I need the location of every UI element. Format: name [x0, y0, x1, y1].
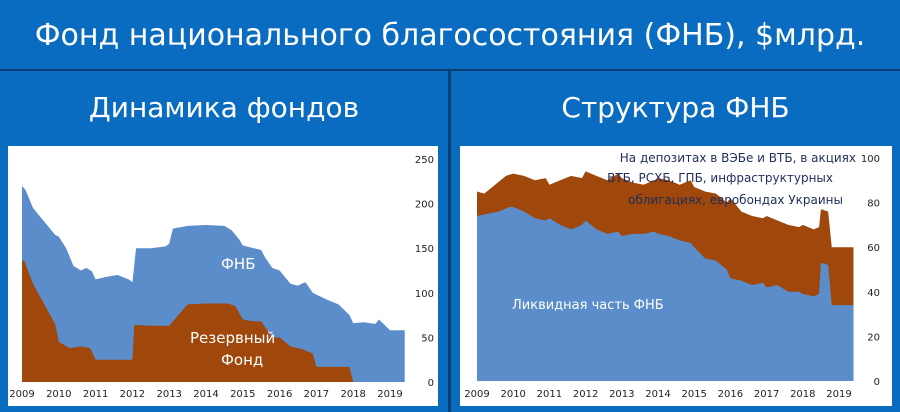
funds-dynamics-chart: 2009 2010 2011 2012 2013 2014 2015 2016 2017 2018…	[9, 155, 434, 400]
left-chart-title: Динамика фондов	[88, 91, 360, 124]
funds-dynamics-chart-panel: 2009 2010 2011 2012 2013 2014 2015 2016 2017 2018…	[8, 146, 438, 406]
left-chart-y-tick-label: 250	[415, 155, 434, 166]
right-chart-x-tick-label: 2013	[609, 389, 634, 400]
left-chart-series-area-2	[22, 259, 354, 382]
left-chart-x-tick-label: 2014	[193, 389, 218, 400]
deposits-note-line3: облигациях, евробондах Украины	[628, 193, 843, 207]
right-chart-x-tick-label: 2015	[681, 389, 706, 400]
right-chart-y-tick-label: 80	[867, 199, 880, 210]
right-chart-x-tick-label: 2019	[826, 389, 851, 400]
right-chart-y-tick-label: 100	[861, 154, 880, 165]
fnb-structure-chart: 2009 2010 2011 2012 2013 2014 2015 2016 2017 2018…	[464, 151, 880, 400]
left-chart-x-tick-label: 2019	[377, 389, 402, 400]
left-chart-x-tick-label: 2015	[230, 389, 255, 400]
right-chart-x-tick-label: 2012	[573, 389, 598, 400]
left-chart-x-tick-label: 2013	[156, 389, 181, 400]
right-chart-title: Структура ФНБ	[561, 91, 790, 124]
left-chart-y-tick-label: 100	[415, 289, 434, 300]
panel-divider	[448, 70, 451, 412]
page-title: Фонд национального благосостояния (ФНБ),…	[34, 18, 866, 53]
left-chart-x-tick-label: 2012	[120, 389, 145, 400]
left-chart-y-tick-label: 200	[415, 200, 434, 211]
deposits-note-line1: На депозитах в ВЭБе и ВТБ, в акциях	[620, 151, 856, 165]
left-chart-y-tick-label: 0	[428, 378, 434, 389]
right-chart-y-tick-label: 60	[867, 243, 880, 254]
right-chart-x-tick-label: 2018	[790, 389, 815, 400]
left-chart-y-tick-label: 150	[415, 244, 434, 255]
left-chart-y-tick-label: 50	[421, 333, 434, 344]
liquid-part-label: Ликвидная часть ФНБ	[512, 298, 664, 313]
left-chart-x-tick-label: 2011	[83, 389, 108, 400]
right-chart-x-tick-label: 2011	[537, 389, 562, 400]
deposits-note-line2: ВТБ, РСХБ, ГПБ, инфраструктурных	[607, 171, 833, 185]
fnb-structure-chart-panel: 2009 2010 2011 2012 2013 2014 2015 2016 2017 2018…	[460, 146, 892, 406]
right-chart-x-tick-label: 2017	[754, 389, 779, 400]
right-chart-y-tick-label: 40	[867, 288, 880, 299]
right-chart-y-tick-label: 0	[874, 377, 880, 388]
left-chart-x-tick-label: 2010	[46, 389, 71, 400]
right-chart-x-tick-label: 2014	[645, 389, 670, 400]
left-chart-x-tick-label: 2018	[340, 389, 365, 400]
left-chart-series-area-1	[22, 185, 405, 382]
right-chart-x-tick-label: 2009	[464, 389, 489, 400]
right-chart-y-tick-label: 20	[867, 332, 880, 343]
right-chart-x-tick-label: 2016	[718, 389, 743, 400]
right-chart-x-tick-label: 2010	[500, 389, 525, 400]
fnb-series-label: ФНБ	[221, 255, 255, 273]
right-chart-series-area-2	[477, 207, 854, 381]
reserve-series-label-line2: Фонд	[221, 351, 263, 369]
left-chart-x-tick-label: 2009	[9, 389, 34, 400]
left-chart-x-tick-label: 2017	[304, 389, 329, 400]
left-chart-x-tick-label: 2016	[267, 389, 292, 400]
reserve-series-label-line1: Резервный	[190, 329, 275, 347]
